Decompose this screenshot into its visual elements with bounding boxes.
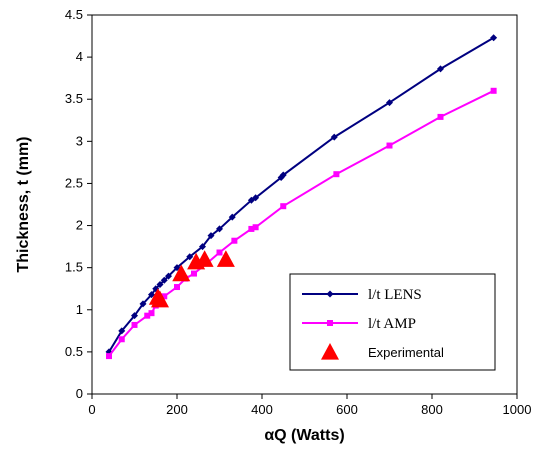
y-tick-label: 0.5 (65, 344, 83, 359)
data-point (151, 290, 169, 308)
legend-label: l/t AMP (368, 316, 416, 332)
data-point (131, 321, 138, 328)
legend-swatch-marker (326, 290, 334, 298)
data-point (248, 225, 255, 232)
data-point (386, 142, 393, 149)
data-point (207, 232, 215, 240)
y-axis-title: Thickness, t (mm) (15, 136, 32, 272)
y-tick-label: 4 (76, 49, 83, 64)
data-point (437, 65, 444, 73)
y-tick-label: 0 (76, 386, 83, 401)
x-tick-label: 800 (421, 402, 443, 417)
data-point (279, 171, 287, 179)
data-point (131, 312, 138, 320)
data-point (148, 291, 155, 299)
data-point (118, 327, 126, 335)
data-point (252, 194, 260, 202)
y-tick-label: 2 (76, 218, 83, 233)
data-point (490, 87, 497, 94)
x-axis-title: αQ (Watts) (264, 427, 344, 444)
data-point (437, 113, 444, 120)
data-point (161, 293, 168, 300)
series-layer (105, 34, 498, 360)
data-point (139, 300, 147, 308)
x-tick-label: 400 (251, 402, 273, 417)
legend-swatch-marker (327, 320, 333, 326)
legend: l/t LENS l/t AMP Experimental (289, 273, 496, 371)
data-point (106, 353, 112, 360)
data-point (330, 133, 338, 141)
data-point (216, 249, 223, 256)
plot-frame (91, 14, 518, 395)
data-point (174, 284, 180, 291)
x-tick-label: 1000 (503, 402, 532, 417)
tick-labels: 0 0.5 1 1.5 2 2.5 3 3.5 4 4.5 0 200 400 600 800 1000 (65, 7, 532, 417)
data-point (231, 237, 238, 244)
y-tick-label: 1.5 (65, 260, 83, 275)
y-tick-label: 3.5 (65, 91, 83, 106)
data-point (165, 272, 172, 280)
legend-label: l/t LENS (368, 287, 422, 303)
legend-label: Experimental (368, 345, 444, 360)
data-point (333, 171, 340, 178)
x-tick-label: 600 (336, 402, 358, 417)
data-point (195, 250, 214, 267)
y-tick-label: 1 (76, 302, 83, 317)
series-l-t-amp (106, 87, 497, 360)
data-point (160, 276, 168, 284)
x-tick-label: 0 (88, 402, 95, 417)
data-point (216, 250, 235, 267)
data-point (191, 270, 197, 277)
data-point (156, 281, 164, 289)
y-tick-label: 3 (76, 133, 83, 148)
data-point (252, 224, 259, 231)
data-point (490, 34, 498, 42)
data-point (386, 99, 393, 107)
x-tick-label: 200 (166, 402, 188, 417)
legend-swatch-marker (321, 343, 339, 360)
y-tick-label: 2.5 (65, 175, 83, 190)
data-point (228, 213, 236, 221)
y-tick-label: 4.5 (65, 7, 83, 22)
data-point (199, 243, 206, 251)
data-point (144, 312, 151, 319)
data-point (280, 203, 287, 210)
data-point (172, 264, 191, 282)
series-experimental (148, 250, 235, 308)
data-point (216, 225, 223, 233)
data-point (186, 253, 194, 261)
data-point (118, 336, 125, 343)
data-point (148, 310, 155, 317)
axes (87, 14, 518, 399)
